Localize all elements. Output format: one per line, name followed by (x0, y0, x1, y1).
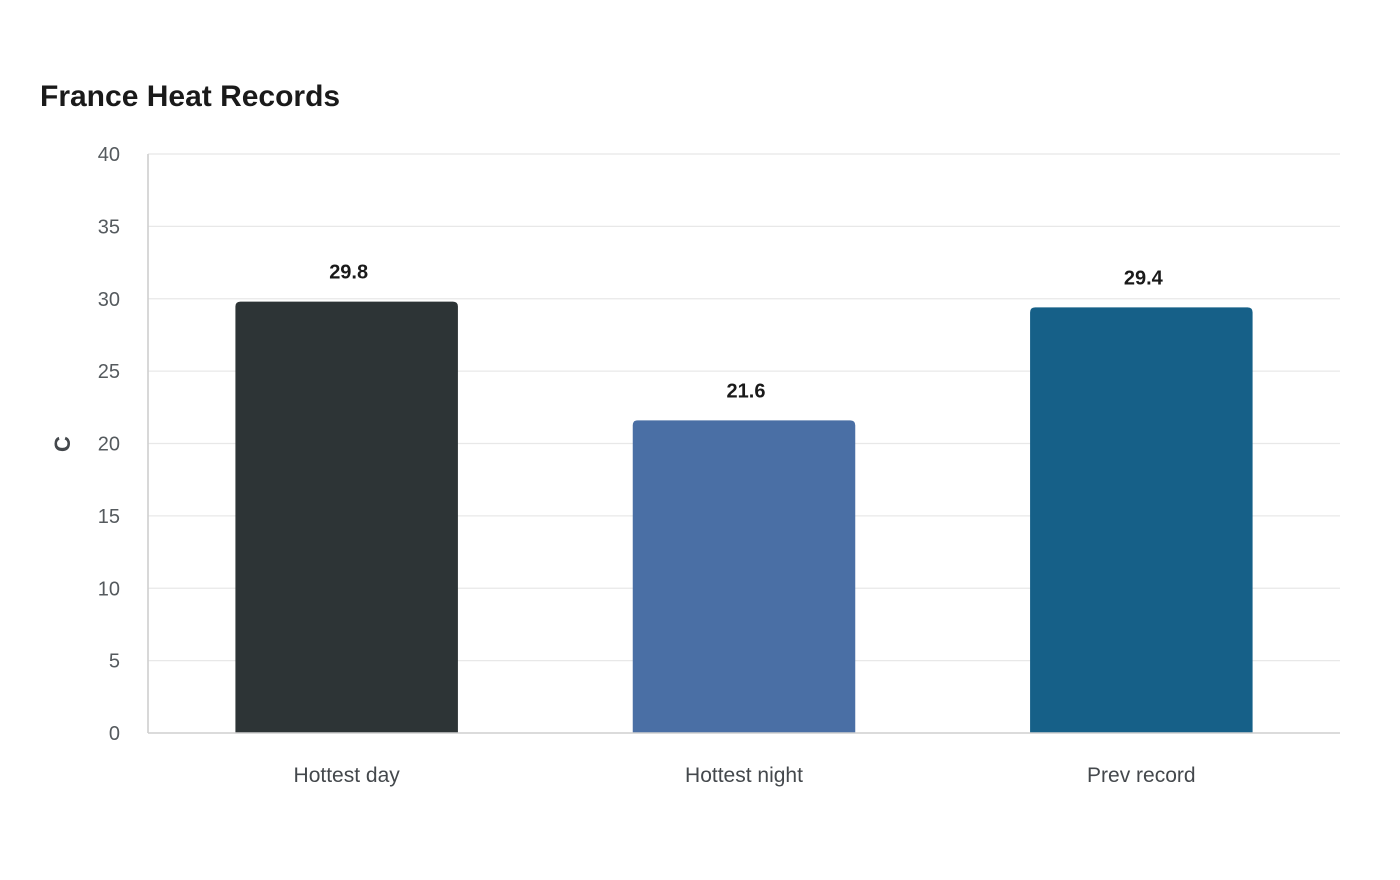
y-tick-label: 20 (98, 434, 120, 456)
y-tick-label: 0 (109, 723, 120, 745)
y-axis-label: C (50, 436, 75, 452)
bars (235, 301, 1253, 733)
y-axis-ticks: 0 5 10 15 20 25 30 35 40 (98, 144, 120, 745)
bar-hottest-night (632, 420, 856, 733)
y-tick-label: 35 (98, 216, 120, 238)
y-tick-label: 25 (98, 361, 120, 383)
data-label: 21.6 (727, 380, 766, 402)
y-tick-label: 15 (98, 506, 120, 528)
bar-hottest-day (235, 301, 458, 733)
x-tick-label: Hottest day (294, 764, 401, 787)
y-tick-label: 5 (109, 651, 120, 673)
bar-prev-record (1030, 307, 1253, 733)
y-tick-label: 30 (98, 289, 120, 311)
data-labels: 29.8 21.6 29.4 (329, 262, 1163, 403)
y-tick-label: 10 (98, 578, 120, 600)
y-tick-label: 40 (98, 144, 120, 166)
x-axis-ticks: Hottest day Hottest night Prev record (294, 764, 1196, 787)
chart-title: France Heat Records (40, 80, 340, 113)
data-label: 29.4 (1124, 267, 1164, 289)
data-label: 29.8 (329, 262, 368, 284)
x-tick-label: Hottest night (685, 764, 803, 787)
x-tick-label: Prev record (1087, 764, 1196, 787)
